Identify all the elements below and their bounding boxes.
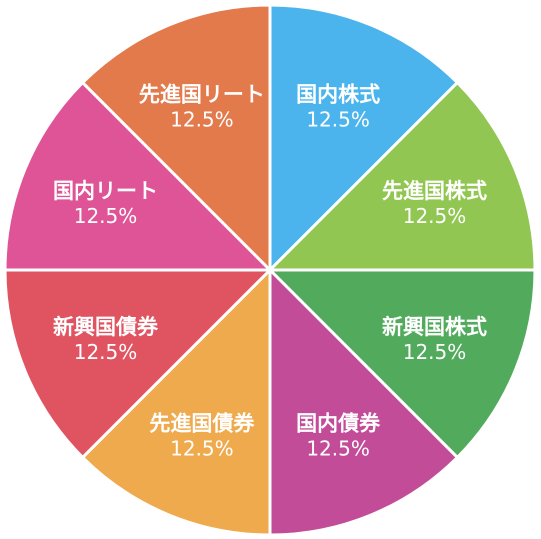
pie-slice-4	[81, 268, 272, 537]
pie-slice-5	[3, 268, 272, 459]
slice-value-label-5: 12.5%	[74, 340, 138, 364]
slice-value-label-1: 12.5%	[403, 204, 467, 228]
pie-slice-1	[268, 81, 537, 272]
pie-slice-2	[268, 268, 537, 459]
slice-label-2: 新興国株式	[382, 315, 487, 339]
slice-value-label-2: 12.5%	[403, 340, 467, 364]
pie-slice-0	[268, 3, 459, 272]
slice-label-3: 国内債券	[296, 412, 381, 436]
slice-value-label-4: 12.5%	[170, 437, 234, 461]
pie-slice-3	[268, 268, 459, 537]
slice-value-label-6: 12.5%	[74, 204, 138, 228]
pie-labels: 国内株式12.5%先進国株式12.5%新興国株式12.5%国内債券12.5%先進…	[53, 83, 487, 461]
slice-label-4: 先進国債券	[149, 412, 255, 436]
slice-label-0: 国内株式	[296, 83, 380, 107]
slice-value-label-0: 12.5%	[306, 108, 370, 132]
slice-label-7: 先進国リート	[139, 83, 265, 107]
slice-label-6: 国内リート	[53, 179, 158, 203]
slice-value-label-3: 12.5%	[306, 437, 370, 461]
slice-label-1: 先進国株式	[382, 179, 487, 203]
pie-slice-7	[81, 3, 272, 272]
slice-label-5: 新興国債券	[53, 315, 159, 339]
pie-slices	[3, 3, 537, 537]
slice-value-label-7: 12.5%	[170, 108, 234, 132]
pie-slice-6	[3, 81, 272, 272]
